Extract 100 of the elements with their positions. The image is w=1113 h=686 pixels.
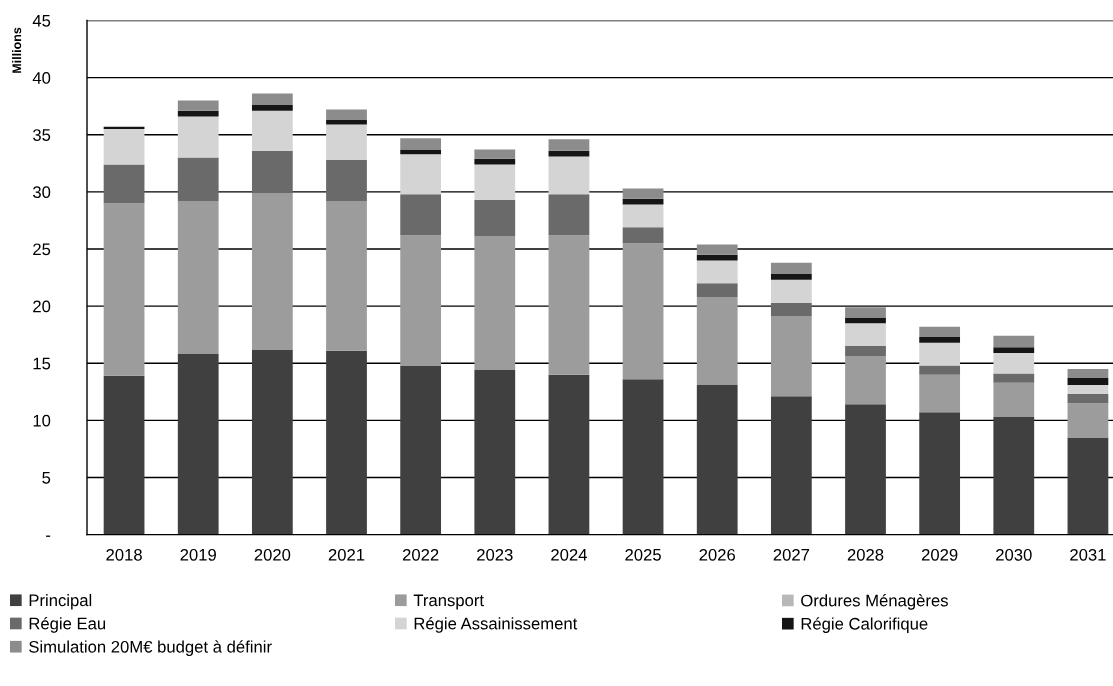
bar [1067, 384, 1109, 395]
bar [919, 412, 961, 535]
legend-label: Régie Assainissement [414, 617, 578, 633]
bar [993, 373, 1035, 383]
y-tick-label: 10 [33, 414, 51, 427]
x-tick-label: 2018 [106, 548, 142, 561]
x-tick-label: 2024 [551, 548, 587, 561]
bar [993, 416, 1035, 535]
legend-label: Simulation 20M€ budget à définir [29, 640, 272, 656]
bar [770, 316, 812, 397]
bar [548, 194, 590, 236]
x-tick-label: 2020 [254, 548, 291, 561]
bar [474, 164, 516, 200]
bar [993, 347, 1035, 353]
bar [919, 374, 961, 413]
bar [919, 342, 961, 366]
bar [400, 138, 442, 150]
y-axis-title: Millions [12, 27, 22, 73]
bar [845, 356, 886, 405]
bar [1067, 437, 1109, 535]
bar [622, 188, 664, 199]
x-tick-label: 2022 [402, 548, 439, 561]
legend-label: Transport [413, 594, 484, 610]
legend-label: Régie Calorifique [801, 617, 928, 633]
bar [993, 382, 1035, 417]
bar [919, 365, 961, 375]
x-tick-label: 2026 [699, 548, 736, 561]
bar [400, 194, 442, 236]
x-tick-label: 2021 [328, 548, 365, 561]
bar [251, 193, 293, 350]
bar [326, 124, 367, 160]
bar [103, 203, 145, 376]
y-tick-label: 20 [33, 300, 51, 313]
bar [251, 349, 293, 535]
x-tick-label: 2030 [996, 548, 1032, 561]
bar [770, 274, 812, 280]
bar [548, 139, 590, 151]
bar [770, 279, 812, 303]
y-tick-label: - [46, 535, 51, 537]
bar [919, 326, 961, 337]
legend-label: Régie Eau [29, 617, 106, 633]
bar [177, 354, 219, 535]
bar [1067, 378, 1109, 385]
bar [177, 100, 219, 111]
x-tick-label: 2027 [773, 548, 810, 561]
bar [103, 375, 145, 535]
bar [696, 244, 738, 255]
bar [1067, 394, 1109, 404]
y-tick-label: 15 [33, 357, 51, 370]
bar [770, 302, 812, 317]
bar [251, 93, 293, 106]
bar [251, 110, 293, 151]
bar [622, 204, 664, 228]
x-tick-label: 2031 [1070, 548, 1106, 561]
bar [474, 236, 516, 371]
bar [1067, 403, 1109, 438]
bar [177, 201, 219, 355]
bar [696, 260, 738, 284]
y-tick-label: 30 [32, 186, 51, 199]
bar [548, 374, 590, 535]
x-tick-label: 2029 [921, 548, 958, 561]
bar [251, 105, 293, 111]
bar [845, 346, 886, 357]
y-tick-label: 40 [32, 72, 51, 84]
x-tick-label: 2028 [847, 548, 884, 561]
bar [919, 336, 961, 343]
bar [622, 379, 664, 535]
x-tick-label: 2025 [625, 548, 661, 561]
bar [326, 159, 367, 202]
bar [474, 199, 516, 237]
bar [845, 323, 886, 347]
bar [103, 129, 145, 165]
bar [548, 235, 590, 375]
bar [993, 352, 1035, 374]
y-tick-label: 25 [33, 243, 51, 256]
x-tick-label: 2019 [180, 548, 216, 561]
bar [696, 296, 738, 385]
bar [400, 365, 442, 535]
bar [474, 149, 516, 159]
bar [400, 154, 442, 195]
legend-label: Ordures Ménagères [801, 594, 948, 610]
bar [770, 396, 812, 535]
bar [326, 350, 367, 535]
bar [103, 164, 145, 204]
bar [177, 157, 219, 202]
bar [177, 116, 219, 158]
bar [622, 227, 664, 244]
bar [326, 201, 367, 351]
bar [326, 109, 367, 120]
bar [770, 262, 812, 275]
y-tick-label: 45 [32, 15, 51, 27]
bar [548, 156, 590, 195]
bar [696, 283, 738, 297]
y-tick-label: 35 [32, 129, 51, 141]
bar [400, 235, 442, 366]
bar [474, 370, 516, 535]
bar [845, 307, 886, 318]
y-tick-label: 5 [42, 472, 51, 484]
x-tick-label: 2023 [477, 548, 513, 561]
bar [1067, 368, 1109, 379]
